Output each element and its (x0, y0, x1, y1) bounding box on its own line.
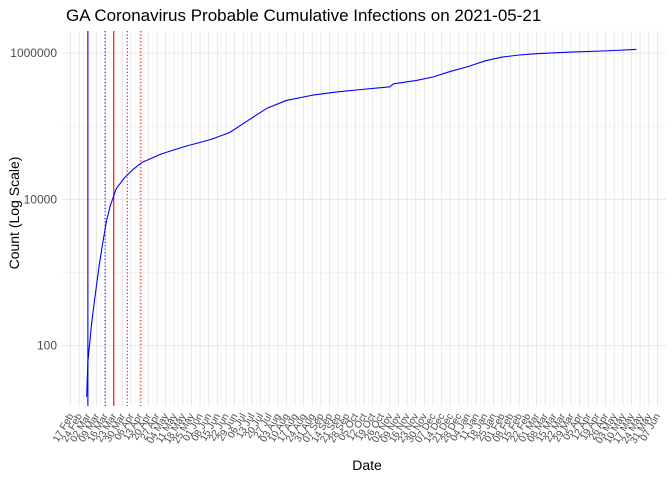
chart-title: GA Coronavirus Probable Cumulative Infec… (66, 6, 542, 25)
y-tick-label: 100 (37, 339, 57, 353)
x-axis-title: Date (352, 457, 382, 473)
reference-lines (87, 31, 142, 406)
series-line (86, 48, 637, 397)
y-axis-title: Count (Log Scale) (6, 157, 22, 270)
y-tick-label: 1000000 (10, 46, 57, 60)
y-axis-ticks: 100 10000 1000000 (10, 46, 57, 353)
y-tick-label: 10000 (24, 192, 58, 206)
series-lines (86, 48, 637, 397)
